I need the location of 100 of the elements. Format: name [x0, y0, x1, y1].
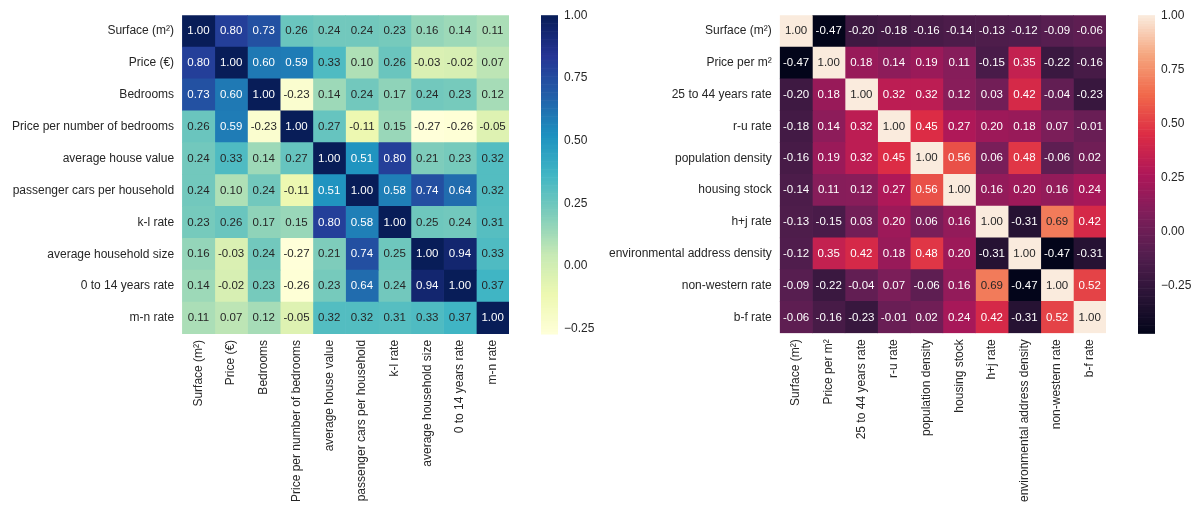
data-label: 0.31 — [383, 311, 406, 324]
x-tick-label: r-u rate — [886, 338, 901, 378]
data-label: 0.69 — [980, 278, 1004, 291]
y-tick-label: Surface (m²) — [705, 23, 772, 38]
data-label: 0.37 — [448, 311, 472, 324]
data-label: -0.31 — [1076, 246, 1103, 259]
y-tick-label: average household size — [47, 246, 175, 261]
x-tick-label: Price (€) — [223, 339, 238, 386]
data-label: 0.18 — [850, 56, 873, 69]
data-label: 0.18 — [1013, 119, 1036, 132]
data-label: 0.51 — [318, 183, 341, 196]
x-tick-label: passenger cars per household — [354, 339, 369, 502]
data-label: 0.80 — [187, 56, 210, 69]
x-tick-label: m-n rate — [484, 339, 499, 385]
data-label: -0.22 — [815, 278, 842, 291]
data-label: 0.23 — [252, 279, 275, 292]
x-tick-label: 0 to 14 years rate — [452, 339, 467, 434]
data-label: 0.33 — [416, 311, 439, 324]
x-tick-label: non-western rate — [1049, 338, 1064, 430]
data-label: 0.26 — [285, 24, 308, 37]
color-bar-label: 0.75 — [564, 70, 588, 85]
data-label: 0.14 — [187, 279, 211, 292]
data-label: 0.10 — [219, 183, 243, 196]
y-tick-label: environmental address density — [608, 246, 772, 261]
data-label: 0.19 — [915, 56, 938, 69]
data-label: -0.01 — [1076, 119, 1103, 132]
data-label: 0.27 — [318, 119, 341, 132]
data-label: 0.24 — [252, 247, 276, 260]
y-tick-label: k-l rate — [137, 214, 175, 229]
y-tick-label: Price per m² — [706, 55, 772, 70]
data-label: 0.27 — [285, 151, 308, 164]
data-label: 0.74 — [350, 247, 374, 260]
data-label: 0.24 — [350, 24, 374, 37]
data-label: -0.18 — [880, 24, 908, 37]
y-tick-label: m-n rate — [129, 310, 175, 325]
data-label: 0.07 — [481, 56, 504, 69]
data-label: 0.23 — [318, 279, 341, 292]
data-label: 0.16 — [947, 278, 971, 291]
data-label: 0.07 — [1045, 119, 1069, 132]
data-label: 0.27 — [882, 183, 906, 196]
data-label: 0.56 — [915, 183, 938, 196]
data-label: 1.00 — [383, 215, 406, 228]
data-label: -0.09 — [1043, 24, 1071, 37]
data-label: 0.07 — [219, 311, 243, 324]
data-label: 0.94 — [416, 279, 440, 292]
data-label: 0.24 — [187, 151, 211, 164]
data-label: -0.04 — [1043, 87, 1071, 100]
data-label: 1.00 — [784, 24, 808, 37]
data-label: 1.00 — [915, 151, 938, 164]
data-label: 0.32 — [850, 151, 873, 164]
color-bar-label: −0.25 — [564, 321, 595, 336]
data-label: 0.16 — [1045, 183, 1069, 196]
data-label: -0.06 — [782, 310, 810, 323]
color-bar-label: 0.00 — [1161, 223, 1185, 238]
data-label: 0.32 — [882, 87, 906, 100]
data-label: 0.59 — [219, 119, 243, 132]
data-label: 0.42 — [980, 310, 1004, 323]
data-label: -0.31 — [978, 246, 1005, 259]
data-label: 0.35 — [1013, 56, 1036, 69]
data-label: 0.12 — [481, 88, 504, 101]
data-label: -0.27 — [283, 247, 310, 260]
data-label: 0.69 — [1045, 215, 1069, 228]
data-label: -0.06 — [913, 278, 940, 291]
data-label: 0.48 — [915, 246, 938, 259]
data-label: 0.11 — [481, 24, 504, 37]
data-label: -0.47 — [782, 56, 810, 69]
data-label: 0.32 — [481, 183, 504, 196]
data-label: 0.73 — [187, 88, 210, 101]
y-tick-label: r-u rate — [733, 118, 773, 133]
data-label: -0.27 — [414, 119, 441, 132]
color-bar-label: 0.50 — [1161, 115, 1185, 130]
data-label: 0.18 — [882, 246, 906, 259]
x-tick-label: average house value — [321, 339, 336, 452]
data-label: 0.27 — [947, 119, 971, 132]
data-label: -0.20 — [782, 87, 810, 100]
data-label: 1.00 — [1013, 246, 1036, 259]
x-tick-label: Price per number of bedrooms — [288, 339, 303, 502]
y-tick-label: average house value — [62, 150, 175, 165]
data-label: 1.00 — [285, 119, 308, 132]
data-label: 0.37 — [481, 279, 504, 292]
y-tick-label: h+j rate — [731, 214, 773, 229]
data-label: -0.05 — [479, 119, 506, 132]
data-label: 0.60 — [219, 88, 243, 101]
data-label: 0.16 — [947, 215, 971, 228]
data-label: 0.94 — [448, 247, 472, 260]
data-label: 0.24 — [1078, 183, 1102, 196]
data-label: -0.16 — [815, 310, 842, 323]
data-label: 0.25 — [383, 247, 406, 260]
data-label: 0.26 — [187, 119, 210, 132]
data-label: -0.04 — [848, 278, 876, 291]
data-label: 0.45 — [915, 119, 938, 132]
data-label: 1.00 — [416, 247, 439, 260]
data-label: 0.64 — [448, 183, 472, 196]
data-label: 0.58 — [350, 215, 374, 228]
data-label: 1.00 — [481, 311, 504, 324]
data-label: -0.16 — [782, 151, 810, 164]
data-label: 0.12 — [947, 87, 971, 100]
data-label: 0.25 — [416, 215, 439, 228]
data-label: 0.03 — [850, 215, 873, 228]
data-label: 0.32 — [915, 87, 938, 100]
